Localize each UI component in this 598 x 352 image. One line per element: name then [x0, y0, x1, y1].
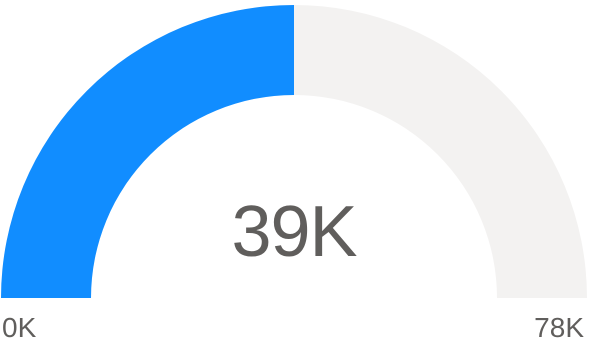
gauge-value-label: 39K [231, 192, 357, 272]
gauge-fill [1, 5, 294, 298]
gauge-min-label: 0K [2, 312, 37, 343]
gauge-max-label: 78K [534, 312, 584, 343]
